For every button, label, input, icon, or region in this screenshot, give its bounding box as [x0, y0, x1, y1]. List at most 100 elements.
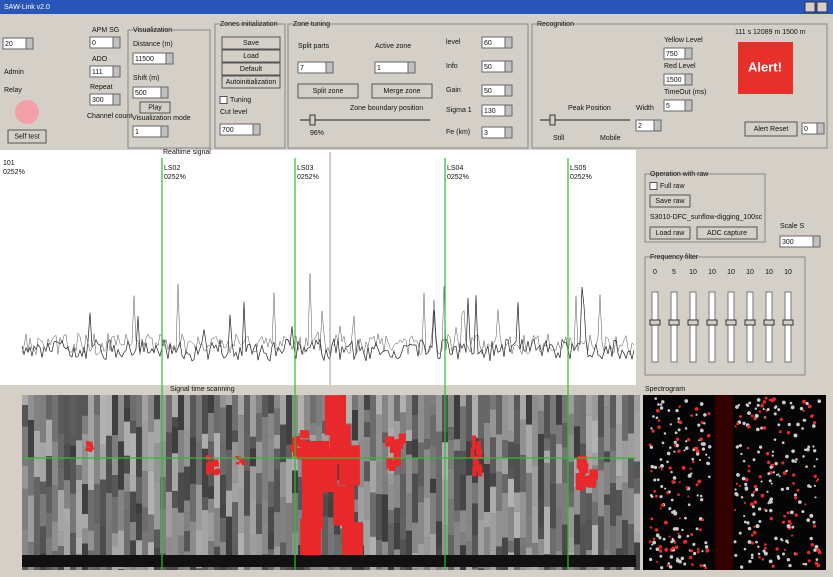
waterfall-cell	[514, 409, 520, 445]
button-label[interactable]: ADC capture	[707, 230, 747, 237]
spectrogram-dot	[692, 543, 695, 546]
spectrogram-dot	[782, 441, 785, 444]
waterfall-cell	[484, 395, 490, 423]
spin-value[interactable]: 130	[484, 108, 496, 115]
spectrogram-dot	[685, 427, 688, 430]
filter-thumb[interactable]	[669, 320, 679, 325]
waterfall-cell	[268, 395, 274, 413]
filter-thumb[interactable]	[650, 320, 660, 325]
spin-value[interactable]: 0	[92, 40, 96, 47]
filter-thumb[interactable]	[745, 320, 755, 325]
slider-thumb[interactable]	[310, 115, 315, 125]
waterfall-hot	[214, 462, 219, 467]
spectrogram-dot	[765, 417, 767, 419]
checkbox[interactable]	[650, 183, 657, 190]
close-button[interactable]	[817, 2, 827, 12]
waterfall-cell	[604, 451, 610, 462]
waterfall-cell	[100, 480, 106, 527]
spin-arrows	[166, 53, 173, 64]
waterfall-cell	[376, 569, 382, 570]
button-label[interactable]: Default	[240, 66, 262, 73]
spin-value[interactable]: 50	[484, 64, 492, 71]
spectrogram-dot	[806, 518, 810, 522]
spin-value[interactable]: 500	[135, 90, 147, 97]
filter-thumb[interactable]	[726, 320, 736, 325]
waterfall-cell	[88, 490, 94, 531]
button-label[interactable]: Alert Reset	[754, 126, 789, 133]
waterfall-cell	[412, 395, 418, 415]
spin-value[interactable]: 50	[484, 88, 492, 95]
group-title: Visualization	[133, 27, 172, 34]
waterfall-cell	[502, 440, 508, 458]
spin-value[interactable]: 300	[782, 239, 794, 246]
spin-value[interactable]: 11500	[135, 56, 154, 63]
waterfall-cell	[160, 508, 166, 553]
button-label[interactable]: Load	[243, 53, 259, 60]
button-label[interactable]: Self test	[14, 133, 39, 140]
waterfall-cell	[388, 486, 394, 511]
spectrogram-dot	[751, 534, 754, 537]
spin-value[interactable]: 1500	[666, 77, 682, 84]
button-label[interactable]: Autoinitialization	[226, 79, 277, 86]
button-label[interactable]: Save	[243, 40, 259, 47]
waterfall-cell	[22, 489, 28, 529]
spectrogram-dot	[673, 451, 675, 453]
label: Sigma 1	[446, 107, 472, 114]
spectrogram-dot	[695, 407, 699, 411]
spin-value[interactable]: 7	[300, 65, 304, 72]
spectrogram-dot	[649, 540, 652, 543]
filter-thumb[interactable]	[707, 320, 717, 325]
spin-value[interactable]: 300	[92, 97, 104, 104]
button-label[interactable]: Split zone	[313, 88, 344, 95]
waterfall-cell	[586, 520, 592, 550]
spectrogram-dot	[685, 446, 688, 449]
spin-value[interactable]: 2	[638, 123, 642, 130]
spectrogram-dot	[767, 472, 770, 475]
spin-value[interactable]: 0	[804, 126, 808, 133]
waterfall-cell	[538, 395, 544, 411]
waterfall-cell	[418, 458, 424, 486]
spectrogram-dot	[759, 475, 762, 478]
spin-value[interactable]: 700	[222, 127, 234, 134]
spectrogram-dot	[808, 559, 811, 562]
waterfall-cell	[106, 395, 112, 436]
spin-value[interactable]: 1	[135, 129, 139, 136]
filter-thumb[interactable]	[783, 320, 793, 325]
spin-value[interactable]: 750	[666, 51, 678, 58]
filter-thumb[interactable]	[764, 320, 774, 325]
waterfall-cell	[70, 446, 76, 459]
waterfall-cell	[70, 494, 76, 534]
spectrogram-dot	[701, 442, 704, 445]
spin-value[interactable]: 3	[484, 130, 488, 137]
waterfall-cell	[514, 493, 520, 512]
spectrogram-dot	[676, 558, 678, 560]
slider-thumb[interactable]	[550, 115, 555, 125]
spin-value[interactable]: 1	[377, 65, 381, 72]
waterfall-cell	[370, 395, 376, 427]
waterfall-cell	[100, 444, 106, 479]
waterfall-cell	[388, 510, 394, 524]
button-label[interactable]: Save raw	[655, 198, 685, 205]
filter-thumb[interactable]	[688, 320, 698, 325]
spectrogram-dot	[697, 424, 700, 427]
spin-value[interactable]: 20	[5, 41, 13, 48]
waterfall-cell	[154, 530, 160, 548]
waterfall-cell	[556, 425, 562, 444]
spin-value[interactable]: 5	[666, 103, 670, 110]
button-label[interactable]: Merge zone	[384, 88, 421, 95]
spin-value[interactable]: 111	[92, 69, 103, 76]
waterfall-hot	[387, 436, 394, 446]
waterfall-cell	[574, 426, 580, 459]
spectrogram-dot	[658, 466, 660, 468]
spectrogram-dot	[703, 422, 705, 424]
label: 10	[689, 269, 697, 276]
button-label[interactable]: Load raw	[656, 230, 686, 237]
minimize-button[interactable]	[805, 2, 815, 12]
waterfall-cell	[370, 461, 376, 493]
waterfall-cell	[418, 443, 424, 459]
checkbox[interactable]	[220, 97, 227, 104]
waterfall-cell	[160, 442, 166, 477]
spin-value[interactable]: 60	[484, 40, 492, 47]
button-label[interactable]: Play	[148, 104, 162, 111]
spectrogram-dot	[658, 419, 661, 422]
